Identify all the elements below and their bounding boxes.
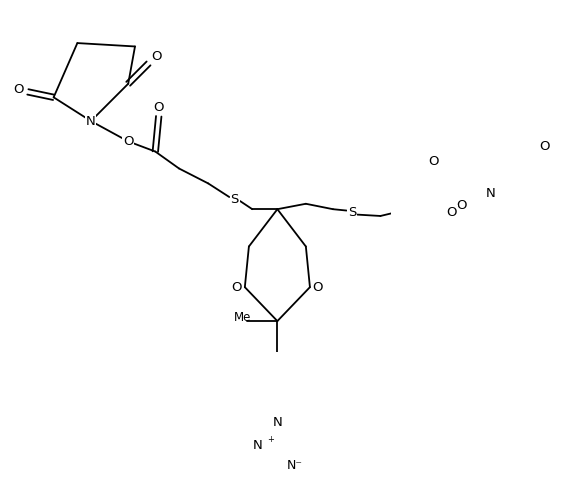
- Text: O: O: [123, 135, 133, 148]
- Text: O: O: [13, 84, 23, 96]
- Text: S: S: [231, 192, 239, 205]
- Text: N: N: [486, 187, 495, 200]
- Text: O: O: [152, 50, 162, 63]
- Text: N: N: [272, 416, 282, 430]
- Text: N: N: [86, 114, 96, 128]
- Text: O: O: [456, 200, 467, 212]
- Text: S: S: [348, 206, 356, 219]
- Text: O: O: [539, 140, 550, 152]
- Text: O: O: [232, 280, 242, 293]
- Text: O: O: [446, 206, 457, 219]
- Text: O: O: [313, 280, 323, 293]
- Text: O: O: [153, 101, 164, 114]
- Text: +: +: [267, 435, 274, 444]
- Text: Me: Me: [233, 311, 251, 324]
- Text: N⁻: N⁻: [287, 459, 303, 472]
- Text: O: O: [428, 155, 439, 168]
- Text: N: N: [253, 438, 263, 452]
